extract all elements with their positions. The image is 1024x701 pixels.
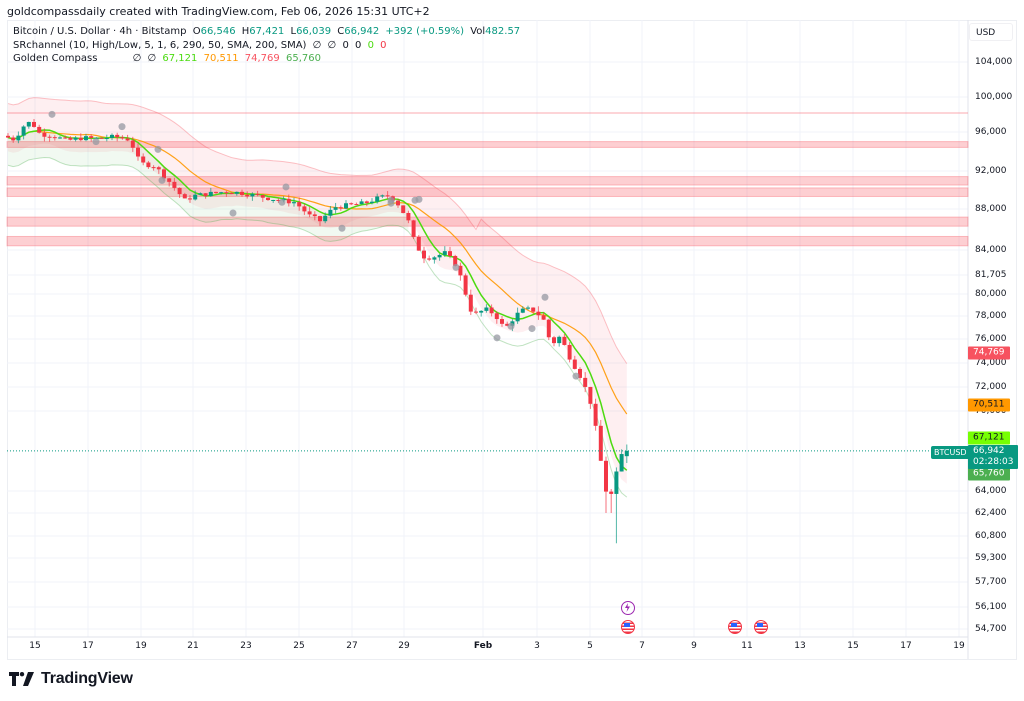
low-label: L xyxy=(290,26,297,37)
price-tick-label: 60,800 xyxy=(975,531,1007,541)
indicator-price-tag: 65,760 xyxy=(968,467,1010,481)
golden-compass-value: ∅ xyxy=(147,53,157,64)
legend-golden-compass-row[interactable]: Golden Compass ∅ ∅ 67,121 70,511 74,769 … xyxy=(13,52,523,66)
price-tick-label: 81,705 xyxy=(975,270,1007,280)
golden-compass-value: ∅ xyxy=(132,53,142,64)
price-tick-label: 54,700 xyxy=(975,624,1007,634)
high-value: 67,421 xyxy=(249,26,285,37)
srchannel-value: ∅ xyxy=(312,39,322,51)
change-value: +392 (+0.59%) xyxy=(385,26,465,37)
us-flag-event-icon[interactable] xyxy=(754,620,768,634)
date-tick-label: Feb xyxy=(473,641,493,651)
price-tick-label: 96,000 xyxy=(975,127,1007,137)
price-tick-label: 78,000 xyxy=(975,311,1007,321)
price-tick-label: 62,400 xyxy=(975,508,1007,518)
tradingview-logo-icon xyxy=(9,672,34,686)
date-tick-label: 17 xyxy=(900,641,912,651)
price-tick-label: 57,700 xyxy=(975,577,1007,587)
price-tick-label: 84,000 xyxy=(975,245,1007,255)
golden-compass-title: Golden Compass xyxy=(13,53,98,64)
bar-countdown: 02:28:03 xyxy=(973,457,1014,467)
price-tick-label: 74,000 xyxy=(975,358,1007,368)
last-price-tag: 66,942 02:28:03 xyxy=(968,445,1019,469)
srchannel-value: 0 xyxy=(355,39,362,51)
price-tick-label: 104,000 xyxy=(975,57,1013,67)
legend-symbol-row[interactable]: Bitcoin / U.S. Dollar · 4h · Bitstamp O6… xyxy=(13,25,523,39)
date-tick-label: 3 xyxy=(534,641,540,651)
symbol-title: Bitcoin / U.S. Dollar · 4h · Bitstamp xyxy=(13,26,187,37)
date-tick-label: 19 xyxy=(135,641,147,651)
price-tick-label: 100,000 xyxy=(975,92,1013,102)
symbol-tag: BTCUSD xyxy=(931,446,970,459)
low-value: 66,039 xyxy=(296,26,332,37)
indicator-price-tag: 67,121 xyxy=(968,431,1010,445)
chart-legend: Bitcoin / U.S. Dollar · 4h · Bitstamp O6… xyxy=(13,25,523,66)
price-tick-label: 56,100 xyxy=(975,602,1007,612)
price-tick-label: 59,300 xyxy=(975,553,1007,563)
indicator-price-tag: 70,511 xyxy=(968,398,1010,412)
date-tick-label: 15 xyxy=(847,641,859,651)
golden-compass-upper: 74,769 xyxy=(244,53,280,64)
golden-compass-slow: 70,511 xyxy=(203,53,239,64)
date-tick-label: 25 xyxy=(293,641,305,651)
indicator-price-tag: 74,769 xyxy=(968,346,1010,360)
srchannel-value: ∅ xyxy=(327,39,337,51)
chart-frame xyxy=(7,20,1017,660)
date-tick-label: 5 xyxy=(587,641,593,651)
price-tick-label: 72,000 xyxy=(975,382,1007,392)
flash-event-icon[interactable] xyxy=(621,601,635,615)
price-tick-label: 76,000 xyxy=(975,334,1007,344)
price-tick-label: 88,000 xyxy=(975,204,1007,214)
open-value: 66,546 xyxy=(200,26,236,37)
legend-srchannel-row[interactable]: SRchannel (10, High/Low, 5, 1, 6, 290, 5… xyxy=(13,39,523,53)
price-tick-label: 92,000 xyxy=(975,166,1007,176)
srchannel-title: SRchannel (10, High/Low, 5, 1, 6, 290, 5… xyxy=(13,39,307,51)
date-tick-label: 11 xyxy=(741,641,753,651)
date-tick-label: 27 xyxy=(346,641,358,651)
last-price: 66,942 xyxy=(973,446,1005,456)
date-tick-label: 21 xyxy=(187,641,199,651)
attribution-text: goldcompassdaily created with TradingVie… xyxy=(7,5,430,18)
open-label: O xyxy=(192,26,201,37)
brand-name: TradingView xyxy=(41,670,133,687)
volume-value: 482.57 xyxy=(485,26,521,37)
date-tick-label: 15 xyxy=(29,641,41,651)
date-tick-label: 29 xyxy=(398,641,410,651)
close-value: 66,942 xyxy=(344,26,380,37)
currency-unit-button[interactable]: USD xyxy=(969,23,1013,41)
us-flag-event-icon[interactable] xyxy=(728,620,742,634)
price-tick-label: 80,000 xyxy=(975,289,1007,299)
tradingview-brand: TradingView xyxy=(9,670,133,688)
golden-compass-fast: 67,121 xyxy=(162,53,198,64)
date-tick-label: 13 xyxy=(794,641,806,651)
date-tick-label: 9 xyxy=(691,641,697,651)
volume-label: Vol xyxy=(470,26,486,37)
srchannel-value: 0 xyxy=(342,39,349,51)
srchannel-value: 0 xyxy=(380,39,387,51)
date-tick-label: 17 xyxy=(82,641,94,651)
date-tick-label: 7 xyxy=(639,641,645,651)
srchannel-value: 0 xyxy=(367,39,374,51)
close-label: C xyxy=(337,26,345,37)
date-tick-label: 23 xyxy=(240,641,252,651)
golden-compass-lower: 65,760 xyxy=(285,53,321,64)
high-label: H xyxy=(241,26,250,37)
date-tick-label: 19 xyxy=(953,641,965,651)
price-tick-label: 64,000 xyxy=(975,486,1007,496)
us-flag-event-icon[interactable] xyxy=(621,620,635,634)
